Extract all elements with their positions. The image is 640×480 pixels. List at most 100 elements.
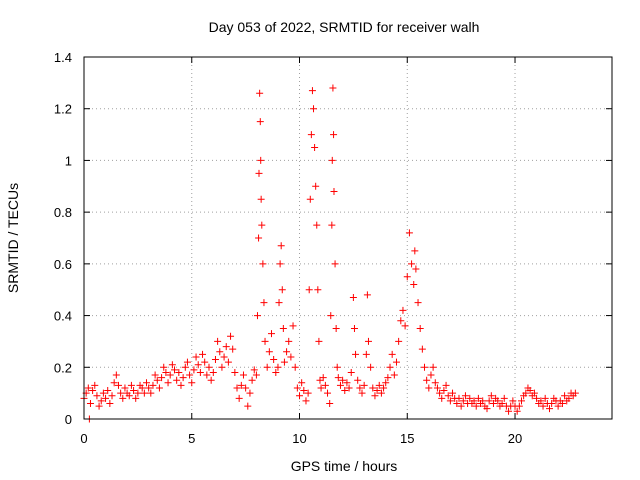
data-point [489, 399, 497, 407]
data-point [138, 384, 146, 392]
data-point [253, 312, 261, 320]
data-point [166, 371, 174, 379]
x-tick-label: 10 [292, 431, 306, 446]
data-point [173, 376, 181, 384]
data-point [125, 392, 133, 400]
data-point [466, 394, 474, 402]
data-point [425, 384, 433, 392]
data-point [158, 374, 166, 382]
data-point [324, 389, 332, 397]
data-point [515, 402, 523, 410]
data-point [218, 363, 226, 371]
x-tick-label: 15 [400, 431, 414, 446]
x-axis-title: GPS time / hours [291, 458, 398, 474]
data-point [470, 397, 478, 405]
data-point [350, 325, 358, 332]
data-point [329, 84, 337, 92]
data-point [86, 399, 94, 407]
data-point [339, 376, 347, 384]
data-point [237, 381, 245, 389]
data-point [258, 221, 266, 229]
data-point [275, 299, 283, 307]
data-point [522, 389, 530, 397]
data-point [548, 399, 556, 407]
data-point [164, 379, 172, 387]
data-point [331, 260, 339, 268]
data-point [326, 399, 334, 407]
data-point [300, 387, 308, 395]
data-point [272, 368, 280, 376]
data-point [438, 394, 446, 402]
data-point [446, 397, 454, 405]
data-point [472, 402, 480, 410]
data-point [546, 405, 554, 413]
data-point [257, 156, 265, 164]
data-point [296, 392, 304, 400]
data-point [474, 394, 482, 402]
data-point [142, 379, 150, 387]
data-point [147, 389, 155, 397]
grid [84, 57, 612, 419]
data-point [459, 397, 467, 405]
data-point [453, 399, 461, 407]
data-point [509, 397, 517, 405]
data-point [114, 381, 122, 389]
data-point [140, 389, 148, 397]
data-point [377, 389, 385, 397]
data-point [314, 286, 322, 294]
y-tick-label: 0.8 [54, 205, 72, 220]
data-point [209, 368, 217, 376]
data-point [373, 387, 381, 395]
data-point [442, 381, 450, 389]
data-point [256, 118, 264, 126]
data-point [414, 299, 422, 307]
data-point [216, 348, 224, 356]
data-point [298, 379, 306, 387]
data-point [317, 384, 325, 392]
data-point [106, 399, 114, 407]
data-point [343, 379, 351, 387]
data-series-srmtid [80, 84, 579, 423]
data-point [330, 187, 338, 195]
data-point [265, 348, 273, 356]
data-point [130, 387, 138, 395]
y-tick-label: 0 [65, 412, 72, 427]
data-point [388, 350, 396, 358]
data-point [360, 381, 368, 389]
data-point [306, 195, 314, 203]
data-point [354, 376, 362, 384]
data-point [418, 345, 426, 353]
data-point [390, 371, 398, 379]
data-point [327, 312, 335, 320]
data-point [214, 337, 222, 345]
data-point [537, 397, 545, 405]
y-tick-label: 1 [65, 153, 72, 168]
data-point [444, 392, 452, 400]
data-point [554, 402, 562, 410]
y-tick-label: 1.2 [54, 102, 72, 117]
data-point [99, 389, 107, 397]
data-point [181, 363, 189, 371]
data-point [278, 286, 286, 294]
data-point [315, 337, 323, 345]
data-point [104, 387, 112, 395]
data-point [526, 387, 534, 395]
data-point [403, 273, 411, 281]
data-point [227, 332, 235, 340]
data-point [93, 392, 101, 400]
data-point [565, 394, 573, 402]
data-point [263, 363, 271, 371]
data-point [530, 389, 538, 397]
data-point [328, 156, 336, 164]
data-point [362, 350, 370, 358]
data-point [311, 144, 319, 151]
data-point [255, 234, 263, 242]
data-point [307, 131, 315, 139]
data-point [356, 384, 364, 392]
data-point [399, 306, 407, 314]
data-point [242, 384, 250, 392]
data-point [310, 105, 318, 113]
data-point [457, 402, 465, 410]
data-point [279, 325, 287, 332]
data-point [224, 358, 232, 366]
